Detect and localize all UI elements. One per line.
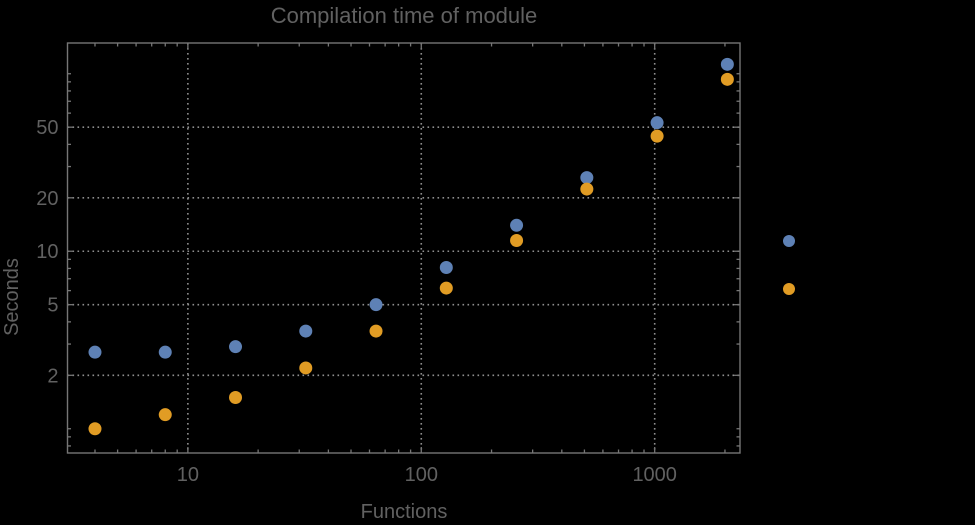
y-tick-label-10: 10: [36, 241, 58, 263]
data-point-series-2-x512: [580, 182, 594, 196]
series-1: [88, 57, 734, 359]
data-point-series-2-x16: [229, 390, 243, 404]
x-axis-label: Functions: [360, 501, 448, 523]
x-tick-label-1000: 1000: [632, 464, 677, 486]
series-2: [88, 72, 734, 436]
data-point-series-1-x2048: [720, 57, 734, 71]
axis-ticks: [67, 43, 740, 453]
data-point-series-2-x4: [88, 422, 102, 436]
y-axis-label: Seconds: [1, 258, 23, 336]
x-tick-label-10: 10: [177, 464, 199, 486]
data-point-series-1-x256: [510, 218, 524, 232]
legend-marker-series-1: [783, 235, 795, 247]
data-point-series-2-x1024: [650, 129, 664, 143]
data-point-series-2-x2048: [720, 72, 734, 86]
y-tick-label-50: 50: [36, 117, 58, 139]
x-tick-labels: 10 100 1000: [177, 464, 677, 486]
data-point-series-1-x8: [158, 345, 172, 359]
y-tick-label-5: 5: [47, 295, 58, 317]
data-point-series-1-x16: [229, 340, 243, 354]
y-tick-label-20: 20: [36, 188, 58, 210]
plot-frame: [66, 42, 741, 454]
legend-marker-series-2: [783, 283, 795, 295]
data-point-series-2-x256: [510, 233, 524, 247]
data-point-series-1-x4: [88, 345, 102, 359]
chart-title: Compilation time of module: [270, 3, 538, 28]
data-point-series-1-x32: [299, 324, 313, 338]
data-point-series-1-x512: [580, 171, 594, 185]
data-point-series-1-x1024: [650, 116, 664, 130]
data-point-series-1-x128: [439, 260, 453, 274]
data-point-series-2-x8: [158, 408, 172, 422]
data-point-series-2-x64: [369, 324, 383, 338]
data-point-series-2-x32: [299, 361, 313, 375]
gridlines: [67, 43, 740, 453]
y-tick-label-2: 2: [47, 365, 58, 387]
legend: [783, 235, 795, 295]
data-point-series-1-x64: [369, 298, 383, 312]
y-tick-labels: 2 5 10 20 50: [36, 117, 58, 387]
data-point-series-2-x128: [439, 281, 453, 295]
x-tick-label-100: 100: [405, 464, 438, 486]
